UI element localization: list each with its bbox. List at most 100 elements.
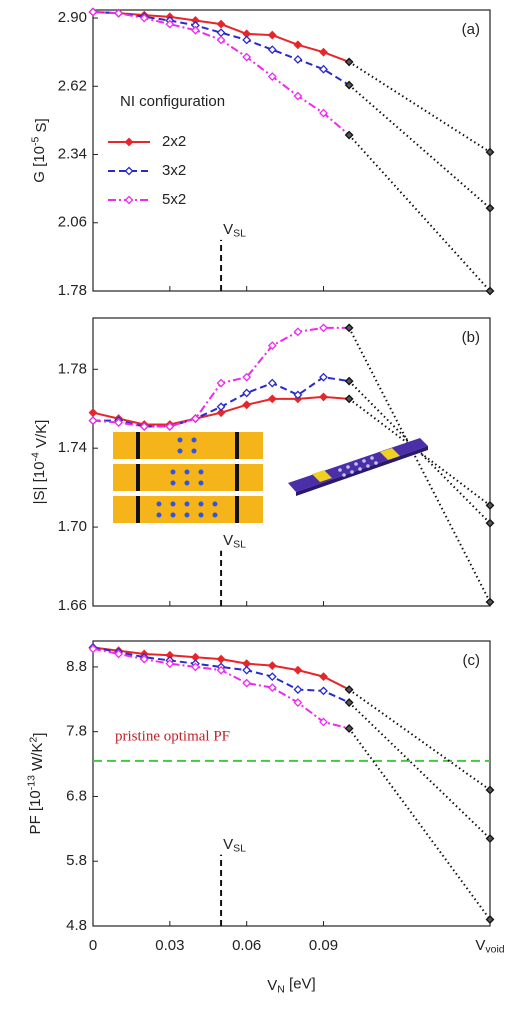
data-point	[216, 35, 226, 45]
data-point	[485, 203, 495, 213]
data-point	[242, 52, 252, 62]
data-point	[267, 394, 277, 404]
data-point	[344, 80, 354, 90]
vsl-label: VSL​	[223, 836, 246, 854]
data-point	[242, 400, 252, 410]
data-point	[267, 341, 277, 351]
legend-marker	[124, 166, 134, 176]
data-point	[267, 30, 277, 40]
data-point	[293, 698, 303, 707]
data-point	[191, 662, 200, 672]
data-point	[485, 834, 495, 843]
data-point	[216, 408, 226, 418]
data-point	[267, 72, 277, 81]
data-point	[319, 47, 328, 57]
y-tick-label: 1.66	[58, 597, 87, 614]
data-point	[319, 64, 328, 74]
void-segment	[348, 134, 491, 292]
data-point	[242, 678, 252, 688]
y-tick-label: 2.90	[58, 9, 87, 26]
data-point	[191, 25, 200, 35]
legend-label: 5x2	[162, 191, 186, 208]
data-point	[319, 392, 328, 402]
panel-label: (a)	[462, 21, 480, 38]
data-point	[267, 45, 277, 55]
data-point	[485, 597, 495, 607]
data-point	[267, 672, 277, 682]
reference-label: pristine optimal PF	[115, 728, 230, 744]
data-point	[88, 408, 98, 418]
data-point	[344, 698, 354, 707]
data-point	[88, 7, 98, 17]
data-point	[344, 724, 354, 733]
x-tick-label: 0.06	[232, 937, 261, 954]
legend-title: NI configuration	[120, 93, 225, 110]
data-point	[293, 327, 303, 337]
data-point	[267, 378, 277, 388]
data-point	[88, 416, 98, 425]
data-point	[319, 672, 328, 682]
y-tick-label: 2.62	[58, 77, 87, 94]
y-tick-label: 7.8	[66, 723, 87, 740]
panel-label: (b)	[462, 329, 480, 346]
x-tick-label: 0	[89, 937, 97, 954]
data-point	[344, 685, 354, 694]
x-axis-label: VN​ [eV]	[267, 975, 315, 995]
legend-label: 2x2	[162, 133, 186, 150]
data-point	[319, 108, 328, 118]
data-point	[216, 28, 226, 38]
data-point	[319, 323, 328, 333]
data-point	[319, 372, 328, 382]
void-segment	[348, 84, 491, 209]
void-segment	[348, 61, 491, 153]
y-tick-label: 8.8	[66, 658, 87, 675]
data-point	[485, 915, 495, 924]
data-point	[242, 372, 252, 382]
data-point	[114, 418, 124, 427]
data-point	[242, 35, 252, 45]
data-point	[139, 654, 149, 664]
data-point	[242, 388, 252, 398]
data-point	[191, 414, 200, 424]
series-line	[92, 10, 350, 86]
data-point	[293, 91, 303, 101]
y-axis-label: PF [10-13​ W/K2​]	[25, 733, 48, 835]
data-point	[139, 13, 149, 23]
data-point	[485, 518, 495, 528]
void-segment	[348, 727, 491, 921]
data-point	[114, 649, 124, 659]
plot-frame	[92, 9, 491, 292]
y-axis-label: G [10-5​ S]	[29, 118, 50, 182]
data-point	[267, 683, 277, 693]
data-point	[293, 665, 303, 675]
data-point	[344, 130, 354, 140]
data-point	[485, 785, 495, 795]
data-point	[344, 376, 354, 386]
data-point	[216, 378, 226, 388]
plot-frame	[92, 640, 491, 927]
x-tick-label: 0.09	[309, 937, 338, 954]
y-tick-label: 1.70	[58, 518, 87, 535]
data-point	[319, 717, 328, 727]
data-point	[242, 665, 252, 675]
data-point	[485, 147, 495, 157]
legend-label: 3x2	[162, 162, 186, 179]
void-segment	[348, 327, 491, 603]
plot-frame	[92, 317, 491, 607]
vsl-label: VSL​	[223, 532, 246, 550]
data-point	[293, 55, 303, 64]
void-segment	[348, 688, 491, 791]
data-point	[344, 394, 354, 404]
y-tick-label: 5.8	[66, 852, 87, 869]
x-tick-label: 0.03	[155, 937, 184, 954]
vsl-label: VSL​	[223, 221, 246, 239]
data-point	[165, 19, 175, 29]
data-point	[319, 686, 328, 696]
data-point	[216, 654, 226, 664]
data-point	[293, 40, 303, 50]
y-axis-label: |S| [10-4​ V/K]	[29, 420, 50, 505]
data-point	[293, 685, 303, 694]
x-tick-label: Vvoid​	[475, 937, 504, 955]
data-point	[165, 422, 175, 431]
